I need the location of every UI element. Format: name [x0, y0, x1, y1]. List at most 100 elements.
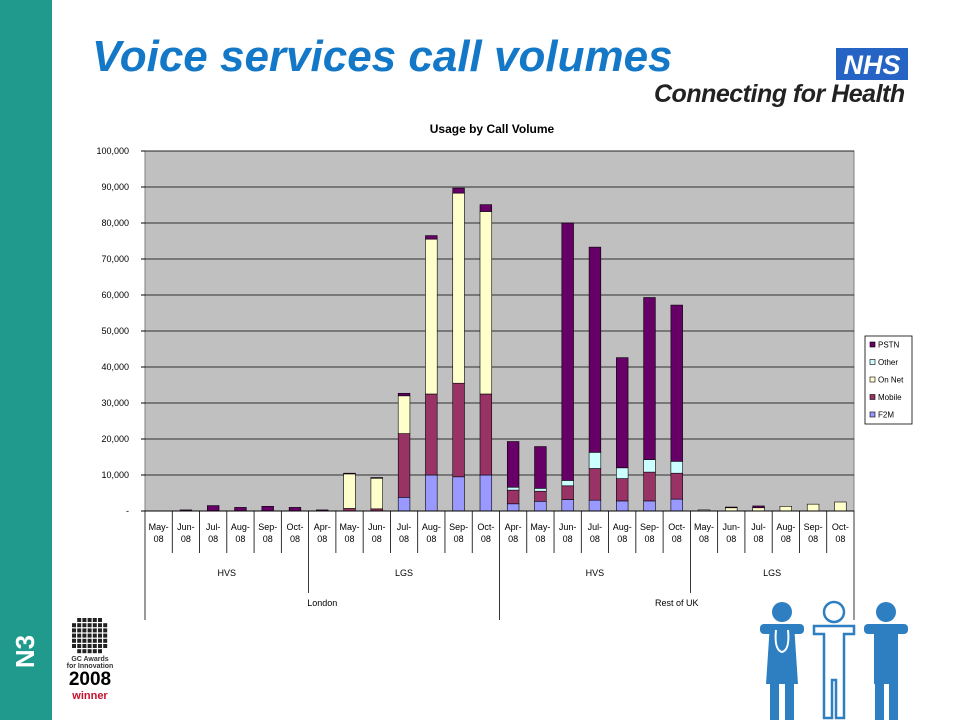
- y-axis-ticks: - 10,000 20,000 30,000 40,000 50,000 60,000 70,…: [96, 146, 145, 516]
- bar-segment: [534, 446, 547, 489]
- bar-segment: [588, 452, 602, 469]
- x-tick-label: 08: [317, 534, 327, 544]
- award-line2: for Innovation: [66, 663, 114, 670]
- bar-segment: [452, 476, 465, 512]
- award-grid-cell: [92, 649, 97, 654]
- legend: PSTN Other On Net Mobile F2M: [864, 335, 913, 425]
- legend-label: F2M: [878, 411, 894, 420]
- x-tick-label: Jun-: [368, 522, 386, 532]
- bar-segment: [370, 477, 383, 479]
- x-tick-label: 08: [235, 534, 245, 544]
- x-tick-label: Jul-: [588, 522, 603, 532]
- award-grid-cell: [98, 618, 102, 622]
- x-tick-label: 08: [399, 534, 409, 544]
- legend-label: PSTN: [878, 341, 900, 350]
- bar-segment: [670, 472, 683, 500]
- bar-segment: [343, 472, 356, 475]
- bar-segment: [779, 506, 792, 512]
- doctor-patient-nurse-icon: [760, 600, 908, 720]
- award-grid-cell: [98, 638, 102, 643]
- x-tick-label: 08: [426, 534, 436, 544]
- award-grid-cell: [103, 633, 108, 638]
- group-label: LGS: [763, 568, 781, 578]
- bar-segment: [806, 503, 820, 512]
- bar-segment: [643, 500, 656, 512]
- y-tick-label: 60,000: [101, 290, 129, 300]
- x-tick-label: Apr-: [505, 522, 522, 532]
- x-tick-label: Aug-: [422, 522, 441, 532]
- x-tick-label: Jul-: [206, 522, 221, 532]
- bar-segment: [343, 473, 356, 509]
- x-tick-label: 08: [508, 534, 518, 544]
- x-tick-label: 08: [345, 534, 355, 544]
- bar-segment: [452, 192, 465, 384]
- nhs-logo: NHS: [836, 48, 908, 80]
- bar-segment: [561, 222, 574, 481]
- chart-title: Usage by Call Volume: [430, 122, 555, 136]
- x-tick-label: 08: [181, 534, 191, 544]
- award-grid-cell: [92, 623, 97, 628]
- x-tick-label: Jul-: [751, 522, 766, 532]
- y-tick-label: 50,000: [101, 326, 129, 336]
- award-grid-cell: [98, 633, 102, 638]
- group-label: HVS: [586, 568, 605, 578]
- x-tick-label: Sep-: [640, 522, 659, 532]
- x-tick-label: Jun-: [559, 522, 577, 532]
- bar-segment: [588, 499, 602, 512]
- award-line1: GC Awards: [71, 656, 109, 663]
- x-tick-label: Oct-: [668, 522, 685, 532]
- x-tick-label: 08: [808, 534, 818, 544]
- award-grid-cell: [98, 649, 102, 654]
- bar-segment: [506, 441, 520, 488]
- award-grid-cell: [82, 623, 87, 628]
- bar-segment: [506, 489, 520, 505]
- x-tick-label: 08: [481, 534, 491, 544]
- award-grid-cell: [103, 644, 108, 648]
- x-tick-label: Aug-: [613, 522, 632, 532]
- bar-segment: [207, 505, 220, 512]
- award-grid-cell: [77, 638, 82, 643]
- y-tick-label: 100,000: [96, 146, 129, 156]
- bar-segment: [534, 490, 547, 502]
- bar-segment: [725, 506, 738, 509]
- award-winner: winner: [72, 690, 108, 702]
- super-group-label: Rest of UK: [655, 598, 699, 608]
- award-grid-cell: [72, 628, 76, 633]
- legend-label: Other: [878, 358, 898, 367]
- x-tick-label: Sep-: [449, 522, 468, 532]
- patient-figure: [812, 600, 856, 720]
- award-grid-cell: [82, 628, 87, 633]
- x-tick-label: 08: [535, 534, 545, 544]
- slide-title: Voice services call volumes: [92, 32, 673, 81]
- award-grid-cell: [98, 644, 102, 648]
- x-tick-label: 08: [726, 534, 736, 544]
- bar-segment: [534, 500, 547, 512]
- bar-segment: [670, 304, 683, 462]
- bar-segment: [643, 471, 656, 502]
- bar-segment: [479, 204, 493, 212]
- bar-segment: [670, 461, 683, 474]
- y-tick-label: 90,000: [101, 182, 129, 192]
- x-tick-label: May-: [694, 522, 714, 532]
- side-label: N3: [2, 616, 50, 686]
- legend-swatch: [869, 359, 876, 365]
- super-group-label: London: [307, 598, 337, 608]
- bar-segment: [234, 507, 247, 512]
- bar-segment: [616, 500, 629, 512]
- side-bar: [0, 0, 52, 720]
- legend-swatch: [869, 341, 876, 348]
- x-tick-label: 08: [263, 534, 273, 544]
- nurse-figure: [864, 602, 908, 720]
- x-tick-label: 08: [563, 534, 573, 544]
- award-grid-cell: [87, 623, 92, 628]
- bar-segment: [561, 480, 574, 487]
- x-tick-label: Sep-: [804, 522, 823, 532]
- x-tick-label: 08: [208, 534, 218, 544]
- bar-segment: [616, 467, 629, 479]
- award-grid-cell: [87, 628, 92, 633]
- bar-segment: [425, 474, 438, 512]
- nhs-badge-box: [836, 48, 908, 80]
- x-tick-label: Jul-: [397, 522, 412, 532]
- award-grid-cell: [72, 644, 76, 648]
- award-grid-cell: [82, 649, 87, 654]
